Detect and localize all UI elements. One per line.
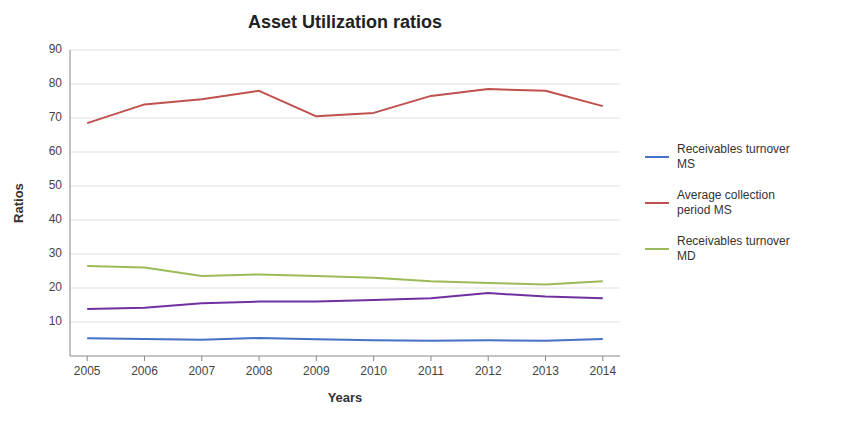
grid-line <box>70 254 620 255</box>
x-tick-label: 2008 <box>246 364 273 378</box>
legend-label-line: MD <box>677 249 696 263</box>
legend: Receivables turnoverMSAverage collection… <box>645 142 790 263</box>
series-line <box>87 89 603 123</box>
legend-swatch <box>645 202 669 204</box>
y-tick-label: 90 <box>49 42 63 56</box>
x-tick-label: 2014 <box>589 364 616 378</box>
x-tick <box>373 356 374 361</box>
y-axis-line <box>70 50 71 356</box>
grid-line <box>70 84 620 85</box>
x-tick-label: 2006 <box>131 364 158 378</box>
y-tick-label: 60 <box>49 144 63 158</box>
x-tick <box>87 356 88 361</box>
series-lines <box>87 89 603 341</box>
series-line <box>87 293 603 309</box>
grid-line <box>70 152 620 153</box>
x-tick <box>201 356 202 361</box>
x-tick-label: 2007 <box>188 364 215 378</box>
legend-label: Average collectionperiod MS <box>677 188 775 217</box>
legend-label-line: MS <box>677 157 695 171</box>
x-tick-label: 2013 <box>532 364 559 378</box>
legend-label: Receivables turnoverMS <box>677 142 790 171</box>
x-tick <box>144 356 145 361</box>
x-tick-label: 2005 <box>74 364 101 378</box>
x-axis-label: Years <box>328 390 363 405</box>
grid-line <box>70 220 620 221</box>
legend-swatch <box>645 248 669 250</box>
grid-line <box>70 288 620 289</box>
y-tick-label: 20 <box>49 280 63 294</box>
series-line <box>87 266 603 285</box>
legend-label: Receivables turnoverMD <box>677 234 790 263</box>
legend-label-line: Average collection <box>677 188 775 202</box>
y-axis-label: Ratios <box>11 183 26 223</box>
series-line <box>87 338 603 341</box>
x-tick-label: 2010 <box>360 364 387 378</box>
x-tick <box>259 356 260 361</box>
chart-title: Asset Utilization ratios <box>248 12 442 32</box>
x-tick-label: 2009 <box>303 364 330 378</box>
x-tick <box>545 356 546 361</box>
y-tick-label: 80 <box>49 76 63 90</box>
x-axis-line <box>70 356 620 357</box>
chart: 10 20 30 40 50 60 70 80 90 2005 2006 2007 2008 2009 20… <box>0 0 855 426</box>
y-tick-label: 50 <box>49 178 63 192</box>
grid-line <box>70 118 620 119</box>
x-tick <box>430 356 431 361</box>
x-tick-label: 2012 <box>475 364 502 378</box>
grid-line <box>70 50 620 51</box>
x-tick <box>602 356 603 361</box>
legend-label-line: Receivables turnover <box>677 142 790 156</box>
legend-label-line: period MS <box>677 203 732 217</box>
y-tick-label: 40 <box>49 212 63 226</box>
grid-line <box>70 322 620 323</box>
x-tick <box>488 356 489 361</box>
y-tick-label: 10 <box>49 314 63 328</box>
y-tick-label: 30 <box>49 246 63 260</box>
x-tick <box>316 356 317 361</box>
grid-line <box>70 186 620 187</box>
legend-label-line: Receivables turnover <box>677 234 790 248</box>
y-tick-label: 70 <box>49 110 63 124</box>
x-tick-label: 2011 <box>418 364 444 378</box>
legend-swatch <box>645 156 669 158</box>
axes: 10 20 30 40 50 60 70 80 90 2005 2006 2007 2008 2009 20… <box>49 42 620 378</box>
chart-container: 10 20 30 40 50 60 70 80 90 2005 2006 2007 2008 2009 20… <box>0 0 855 426</box>
